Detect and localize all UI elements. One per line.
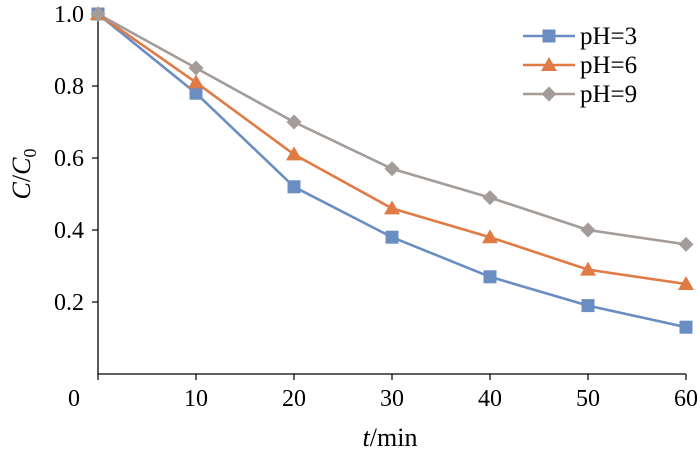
x-tick-label: 50 <box>576 386 600 412</box>
x-axis-var: t <box>363 423 371 452</box>
legend-label: pH=3 <box>580 23 637 50</box>
data-point <box>580 222 596 238</box>
legend: pH=3pH=6pH=9 <box>523 23 637 108</box>
legend-marker <box>542 29 556 43</box>
x-tick-label: 40 <box>478 386 502 412</box>
tick-labels: 0 10 20 30 40 50 60 0.2 0.4 0.6 0.8 1.0 <box>54 2 698 412</box>
data-point <box>384 200 400 215</box>
y-tick-label: 0.4 <box>54 218 84 244</box>
data-point <box>678 276 694 290</box>
data-point <box>188 74 204 89</box>
x-tick-label: 10 <box>184 386 208 412</box>
data-point <box>679 320 693 334</box>
data-point <box>90 6 106 22</box>
x-tick-label: 20 <box>282 386 306 412</box>
legend-marker <box>541 57 557 71</box>
data-point <box>580 261 596 276</box>
y-axis-var: C <box>7 181 36 199</box>
y-tick-label: 0.6 <box>54 146 84 172</box>
legend-marker <box>541 86 557 102</box>
y-axis-var2: C <box>7 157 36 175</box>
data-point <box>286 146 302 161</box>
data-point <box>189 86 203 100</box>
data-point <box>287 180 301 194</box>
y-axis-subscript: 0 <box>20 149 40 158</box>
data-point <box>483 270 497 284</box>
series-markers <box>90 6 694 334</box>
y-axis-slash: / <box>7 174 36 182</box>
data-point <box>286 114 302 130</box>
x-tick-label: 0 <box>68 386 80 412</box>
data-point <box>188 60 204 76</box>
data-point <box>385 230 399 244</box>
data-point <box>581 299 595 313</box>
data-point <box>384 161 400 177</box>
legend-label: pH=6 <box>580 52 637 79</box>
x-tick-label: 60 <box>674 386 698 412</box>
y-tick-label: 0.8 <box>54 74 84 100</box>
data-point <box>482 229 498 244</box>
x-axis-unit: /min <box>370 423 418 452</box>
data-point <box>678 236 694 252</box>
y-axis-title: C/C0 <box>7 149 40 200</box>
legend-label: pH=9 <box>580 81 637 108</box>
y-tick-label: 0.2 <box>54 290 84 316</box>
x-tick-label: 30 <box>380 386 404 412</box>
y-tick-label: 1.0 <box>54 2 84 28</box>
data-point <box>482 190 498 206</box>
x-axis-title: t/min <box>363 423 418 452</box>
